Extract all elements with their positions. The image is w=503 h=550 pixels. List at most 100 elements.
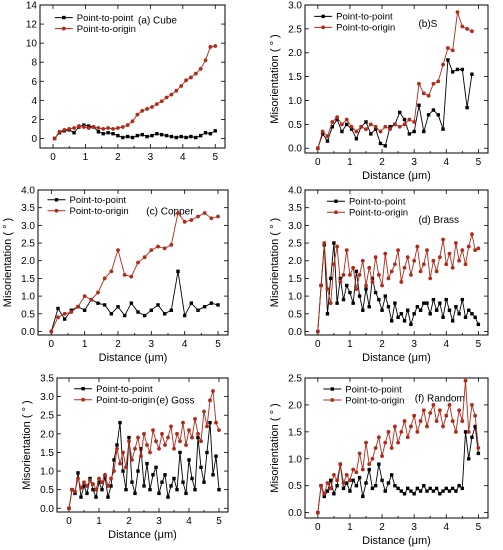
legend-entry: Point-to-origin [70, 206, 129, 217]
data-point [194, 135, 198, 140]
y-axis-label: Misorientation ( ° ) [269, 218, 281, 307]
y-tick-label: 10 [26, 39, 38, 50]
data-point [351, 467, 356, 472]
data-point [441, 489, 445, 493]
y-tick-label: 6 [31, 77, 37, 88]
data-point [176, 211, 180, 215]
x-tick-label: 3 [411, 522, 417, 533]
data-point [341, 297, 346, 302]
data-point [157, 491, 161, 496]
chart-panel-4: 0 1 2 3 4 5 0.0 0.5 1.0 1.5 2.0 2.5 3.0 3.5 4.0 Distanc… [269, 186, 489, 364]
y-tick-label: 2.5 [288, 374, 302, 385]
data-point [476, 451, 481, 456]
data-point [100, 487, 104, 492]
y-tick-label: 2.0 [21, 256, 35, 267]
y-tick-label: 0.0 [40, 504, 54, 515]
data-point [163, 473, 167, 477]
data-point [96, 126, 101, 130]
x-tick-label: 5 [476, 522, 482, 533]
data-point [473, 413, 478, 418]
data-point [335, 115, 340, 120]
data-point [142, 313, 147, 318]
data-point [325, 139, 330, 143]
data-point [383, 294, 387, 298]
data-point [199, 465, 203, 470]
data-point [169, 92, 174, 97]
y-tick-label: 3.0 [288, 221, 302, 232]
data-point [169, 424, 173, 429]
data-point [409, 424, 413, 429]
data-point [463, 430, 468, 434]
data-point [315, 146, 320, 151]
data-point [351, 265, 356, 270]
data-point [431, 297, 436, 302]
data-point [331, 262, 336, 267]
data-point [169, 484, 173, 488]
panel-title: (b)S [418, 19, 437, 30]
data-point [91, 487, 95, 492]
data-point [102, 276, 107, 281]
data-point [367, 265, 372, 270]
data-point [109, 269, 114, 274]
data-point [421, 91, 426, 96]
data-point [389, 473, 394, 477]
data-point [406, 486, 410, 491]
data-point [106, 484, 110, 488]
data-point [386, 305, 391, 309]
data-point [198, 133, 203, 138]
data-point [402, 117, 407, 122]
y-tick-label: 2.5 [288, 24, 302, 35]
data-point [115, 446, 119, 451]
data-point [450, 319, 455, 323]
plot-frame [37, 189, 229, 336]
data-point [112, 469, 116, 473]
plot-frame [39, 4, 226, 149]
data-point [335, 478, 340, 483]
x-tick-label: 5 [476, 339, 482, 350]
data-point [431, 489, 436, 493]
data-point [345, 283, 349, 288]
data-point [426, 93, 431, 98]
data-point [397, 124, 402, 129]
legend-marker [81, 397, 85, 402]
data-point [338, 280, 343, 284]
data-point [470, 403, 474, 407]
data-point [82, 123, 86, 127]
chart-panel-5: 0 1 2 3 4 5 0.0 0.5 1.0 1.5 2.0 2.5 3.0 3.5 Distance (… [21, 374, 229, 541]
data-point [91, 125, 96, 129]
data-point [81, 125, 86, 129]
data-point [202, 480, 206, 484]
data-point [425, 424, 429, 429]
data-point [79, 485, 83, 490]
data-point [399, 280, 404, 284]
data-point [460, 67, 465, 72]
data-point [393, 483, 397, 488]
data-point [348, 478, 352, 483]
data-point [473, 424, 477, 429]
data-point [189, 301, 194, 305]
data-point [208, 132, 213, 136]
data-point [315, 510, 320, 515]
data-point [190, 476, 194, 481]
data-point [122, 313, 127, 318]
data-point [421, 408, 426, 413]
data-point [444, 262, 449, 267]
data-point [184, 443, 188, 447]
data-point [150, 105, 154, 109]
y-tick-label: 0.0 [288, 144, 302, 155]
x-tick-label: 2 [379, 522, 385, 533]
data-point [145, 107, 150, 111]
data-point [412, 120, 417, 124]
data-point [476, 446, 481, 450]
data-point [115, 443, 119, 447]
data-point [446, 58, 450, 62]
data-point [159, 99, 164, 104]
legend-marker [81, 387, 85, 391]
data-point [135, 112, 140, 117]
x-tick-label: 2 [115, 152, 121, 163]
y-tick-label: 14 [26, 1, 38, 12]
y-tick-label: 4.0 [288, 186, 302, 197]
data-point [106, 131, 110, 135]
data-point [102, 303, 107, 307]
data-point [116, 248, 120, 253]
